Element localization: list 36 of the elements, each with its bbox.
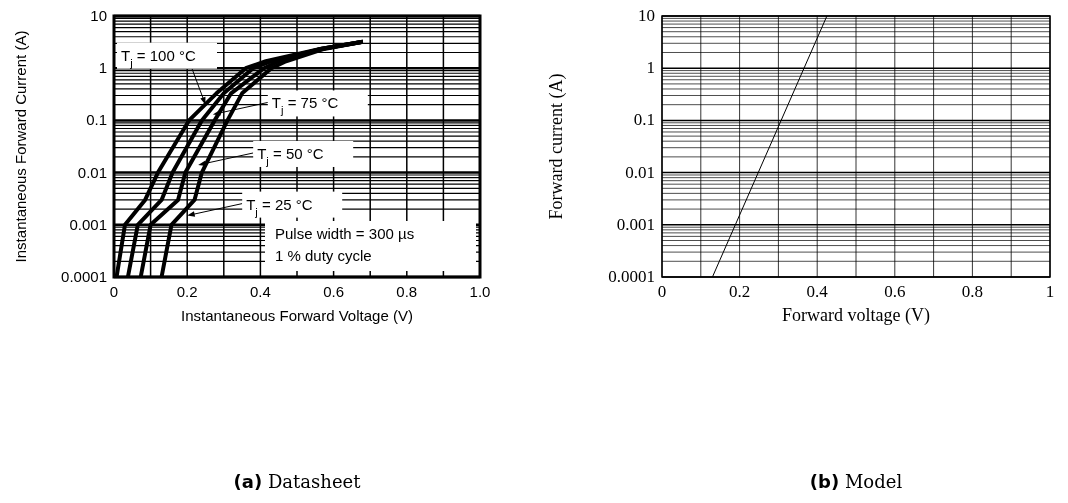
annotation: T$_{j}$ = 100 °C (121, 46, 196, 69)
x-axis-title: Forward voltage (V) (782, 305, 930, 326)
x-tick-label: 0.4 (806, 282, 829, 301)
x-tick-label: 0.4 (249, 283, 271, 300)
x-tick-label: 0.8 (396, 283, 418, 300)
x-tick-label: 0 (109, 283, 119, 300)
x-tick-label: 1 (1045, 282, 1055, 301)
y-tick-label: 1 (646, 58, 655, 78)
y-tick-label: 0.01 (77, 163, 107, 181)
x-tick-label: 0.8 (961, 282, 984, 301)
y-tick-label: 10 (90, 7, 107, 24)
x-tick-label: 0.2 (176, 283, 198, 300)
annotation: T$_{j}$ = 75 °C (271, 94, 339, 117)
x-tick-label: 0.2 (728, 282, 751, 301)
x-tick-label: 0 (657, 282, 667, 301)
x-axis-title: Instantaneous Forward Voltage (V) (181, 307, 413, 324)
annotation: 1 % duty cycle (275, 247, 372, 264)
annotation: T$_{j}$ = 25 °C (246, 195, 313, 218)
x-tick-label: 1.0 (469, 283, 491, 300)
annotation: Pulse width = 300 µs (275, 225, 415, 242)
y-tick-label: 0.0001 (608, 267, 655, 286)
y-axis-title: Instantaneous Forward Current (A) (12, 30, 29, 263)
y-tick-label: 0.001 (616, 214, 655, 234)
y-tick-label: 0.01 (625, 162, 655, 182)
y-tick-label: 0.1 (633, 110, 655, 130)
y-tick-label: 1 (98, 59, 107, 77)
text: (a) Datasheet (233, 471, 362, 492)
x-tick-label: 0.6 (884, 282, 906, 301)
y-tick-label: 10 (638, 6, 655, 25)
y-tick-label: 0.001 (69, 215, 107, 233)
y-axis-title: Forward current (A) (546, 73, 567, 220)
text: (b) Model (809, 471, 903, 492)
annotation: T$_{j}$ = 50 °C (257, 144, 324, 167)
y-tick-label: 0.1 (86, 111, 107, 129)
y-tick-label: 0.0001 (61, 268, 107, 285)
x-tick-label: 0.6 (323, 283, 345, 300)
